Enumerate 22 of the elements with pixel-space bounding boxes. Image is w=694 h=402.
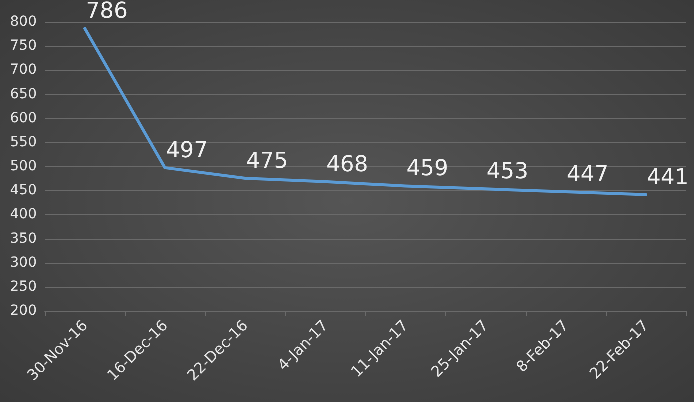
y-tick-label: 300: [10, 254, 37, 271]
y-tick-label: 250: [10, 278, 37, 295]
y-tick-label: 750: [10, 38, 37, 54]
line-series: [84, 27, 648, 196]
data-label: 786: [86, 0, 128, 24]
y-tick-label: 200: [10, 303, 37, 319]
y-tick-label: 700: [10, 62, 37, 78]
y-tick-label: 550: [10, 134, 37, 150]
y-tick-label: 500: [10, 158, 37, 174]
data-label: 447: [566, 162, 609, 188]
data-label: 497: [166, 138, 208, 164]
y-tick-label: 450: [10, 182, 37, 199]
data-label: 468: [326, 152, 368, 178]
y-tick-label: 400: [10, 206, 37, 223]
y-tick-label: 650: [10, 86, 37, 102]
y-tick-label: 350: [10, 230, 37, 247]
data-label: 475: [246, 149, 288, 174]
y-tick-label: 800: [10, 14, 37, 30]
data-label: 459: [406, 156, 449, 182]
y-tick-label: 600: [10, 110, 37, 126]
data-label: 453: [486, 160, 529, 185]
data-label: 441: [646, 165, 689, 190]
